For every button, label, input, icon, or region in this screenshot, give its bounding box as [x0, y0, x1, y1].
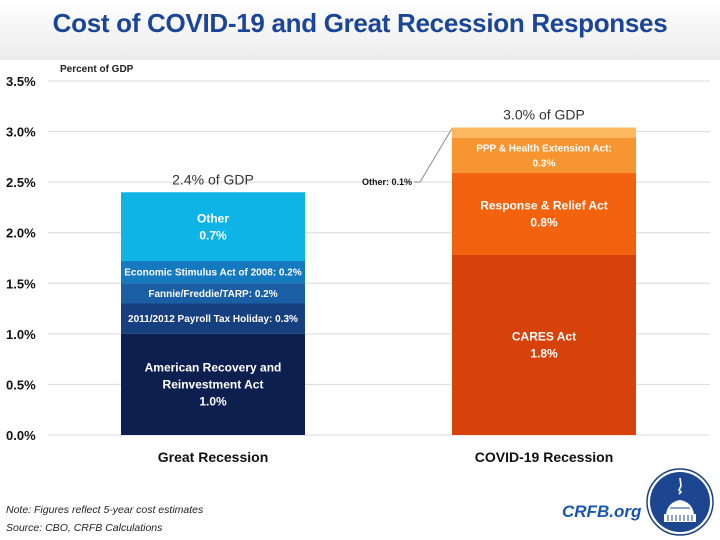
source-text: Source: CBO, CRFB Calculations [6, 522, 163, 534]
total-label: 2.4% of GDP [172, 171, 254, 187]
crfb-capitol-logo-icon [646, 468, 714, 536]
segment-label: 1.8% [530, 347, 558, 361]
y-tick-label: 2.0% [6, 226, 36, 241]
y-tick-label: 0.5% [6, 377, 36, 392]
y-tick-label: 2.5% [6, 175, 36, 190]
segment-label: 0.8% [530, 216, 558, 230]
segment-label: PPP & Health Extension Act: [476, 143, 612, 154]
y-tick-label: 1.5% [6, 276, 36, 291]
bar-segment [121, 283, 305, 304]
crfb-link[interactable]: CRFB.org [562, 502, 642, 521]
segment-label: Reinvestment Act [163, 378, 264, 392]
segment-label: American Recovery and [145, 361, 282, 375]
y-tick-label: 3.5% [6, 74, 36, 89]
y-axis-label: Percent of GDP [60, 64, 134, 75]
bar-segment [121, 333, 305, 435]
total-label: 3.0% of GDP [503, 107, 585, 123]
category-label: Great Recession [158, 449, 269, 465]
callout-leader-line [419, 128, 453, 183]
bar-segment [452, 137, 636, 174]
y-tick-label: 1.0% [6, 327, 36, 342]
y-tick-label: 3.0% [6, 125, 36, 140]
segment-label: 1.0% [199, 395, 227, 409]
segment-label: 0.7% [199, 228, 227, 242]
note-text: Note: Figures reflect 5-year cost estima… [6, 504, 204, 516]
bar-segment [452, 127, 636, 138]
category-label: COVID-19 Recession [475, 449, 614, 465]
segment-label: Response & Relief Act [480, 199, 608, 213]
segment-label: Economic Stimulus Act of 2008: 0.2% [124, 268, 302, 279]
bar-segment [452, 254, 636, 435]
segment-label: Other [197, 211, 229, 225]
callout-label: Other: 0.1% [362, 177, 412, 187]
segment-label: 0.3% [533, 158, 556, 169]
segment-label: Fannie/Freddie/TARP: 0.2% [148, 289, 277, 300]
y-tick-label: 0.0% [6, 428, 36, 443]
title-bar [0, 0, 720, 60]
segment-label: CARES Act [512, 330, 576, 344]
bar-segment [121, 192, 305, 262]
bar-segment [121, 261, 305, 284]
bar-segment [452, 173, 636, 255]
page-title: Cost of COVID-19 and Great Recession Res… [52, 8, 668, 38]
bar-segment [121, 303, 305, 334]
segment-label: 2011/2012 Payroll Tax Holiday: 0.3% [128, 314, 298, 325]
